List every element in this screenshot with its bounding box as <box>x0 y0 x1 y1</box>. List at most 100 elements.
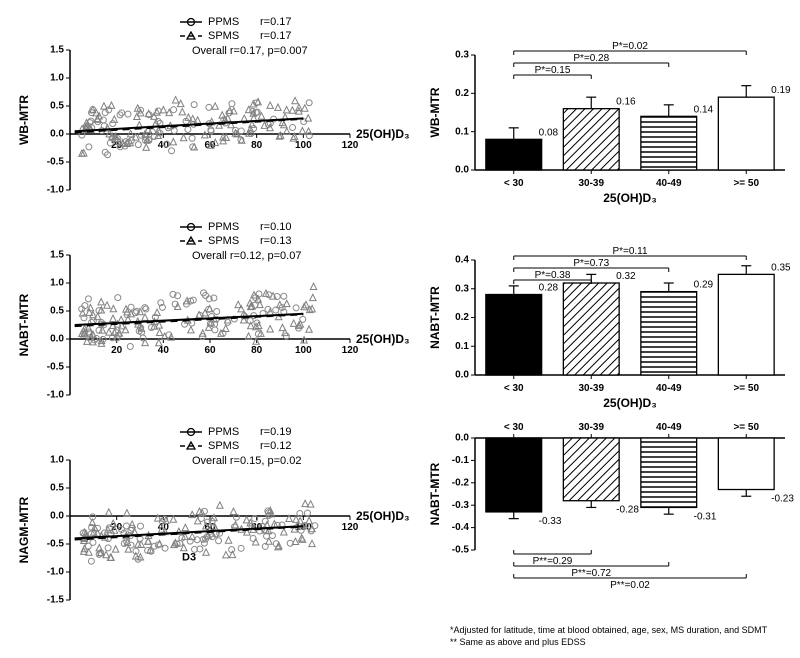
svg-text:1.0: 1.0 <box>50 455 64 466</box>
svg-text:0.0: 0.0 <box>455 433 469 444</box>
svg-text:30-39: 30-39 <box>578 178 604 189</box>
svg-text:0.2: 0.2 <box>455 88 469 99</box>
svg-text:P**=0.72: P**=0.72 <box>571 568 611 579</box>
figure-grid: -1.0 -0.5 0.0 0.5 1.0 1.5 20 40 60 80 100 120 WB-MTR… <box>10 10 790 648</box>
svg-text:30-39: 30-39 <box>578 422 604 433</box>
svg-text:0.0: 0.0 <box>50 334 64 345</box>
svg-text:-0.5: -0.5 <box>47 539 65 550</box>
svg-text:r=0.12: r=0.12 <box>260 440 292 452</box>
svg-text:40-49: 40-49 <box>656 383 682 394</box>
svg-text:0.2: 0.2 <box>455 312 469 323</box>
footnote: *Adjusted for latitude, time at blood ob… <box>420 625 800 648</box>
bar-panel-wb-mtr: 0.00.10.20.3WB-MTR0.08< 300.1630-390.144… <box>420 10 800 210</box>
svg-text:0.32: 0.32 <box>616 271 636 282</box>
svg-text:0.0: 0.0 <box>455 370 469 381</box>
bar-panel-nabt-mtr: 0.0 0.1 0.2 0.3 0.4 NABT-MTR 0.28 < 30 0.32 30-39… <box>420 215 800 415</box>
svg-text:0.3: 0.3 <box>455 283 469 294</box>
svg-text:P*=0.28: P*=0.28 <box>573 53 609 64</box>
svg-text:0.5: 0.5 <box>50 101 64 112</box>
scatter-panel-nagm-mtr: -1.5-1.0-0.50.00.51.020406080100120NAGM-… <box>10 420 410 620</box>
svg-text:0.0: 0.0 <box>50 129 64 140</box>
svg-text:0.08: 0.08 <box>539 127 559 138</box>
svg-text:1.0: 1.0 <box>50 278 64 289</box>
svg-text:100: 100 <box>295 345 312 356</box>
svg-text:r=0.17: r=0.17 <box>260 30 292 42</box>
footnote-line2: ** Same as above and plus EDSS <box>450 637 586 647</box>
svg-text:NABT-MTR: NABT-MTR <box>428 462 442 525</box>
svg-text:P*=0.15: P*=0.15 <box>535 65 571 76</box>
svg-text:20: 20 <box>111 345 123 356</box>
svg-text:25(OH)D₃: 25(OH)D₃ <box>356 127 410 141</box>
scatter-panel-wb-mtr: -1.0-0.50.00.51.01.520406080100120WB-MTR… <box>10 10 410 210</box>
svg-text:r=0.19: r=0.19 <box>260 426 292 438</box>
svg-text:D3: D3 <box>182 551 196 563</box>
svg-text:-1.0: -1.0 <box>47 185 65 196</box>
scatter-panel-nabt-mtr: -1.0-0.50.00.51.01.520406080100120NABT-M… <box>10 215 410 415</box>
svg-text:< 30: < 30 <box>504 383 524 394</box>
svg-text:-0.31: -0.31 <box>694 511 717 522</box>
svg-text:-0.3: -0.3 <box>452 500 470 511</box>
svg-text:25(OH)D₃: 25(OH)D₃ <box>603 191 657 205</box>
svg-text:100: 100 <box>295 140 312 151</box>
svg-text:>= 50: >= 50 <box>733 383 759 394</box>
svg-text:120: 120 <box>342 345 359 356</box>
svg-text:0.0: 0.0 <box>50 511 64 522</box>
svg-text:WB-MTR: WB-MTR <box>17 95 31 145</box>
svg-text:P*=0.73: P*=0.73 <box>573 258 609 269</box>
svg-text:120: 120 <box>342 140 359 151</box>
svg-text:30-39: 30-39 <box>578 383 604 394</box>
svg-text:< 30: < 30 <box>504 178 524 189</box>
svg-text:P*=0.02: P*=0.02 <box>612 41 648 52</box>
svg-text:NABT-MTR: NABT-MTR <box>17 293 31 356</box>
svg-text:Overall r=0.17, p=0.007: Overall r=0.17, p=0.007 <box>192 45 308 57</box>
svg-text:-0.5: -0.5 <box>452 545 470 556</box>
svg-text:-0.5: -0.5 <box>47 362 65 373</box>
svg-text:-0.28: -0.28 <box>616 505 639 516</box>
svg-text:r=0.10: r=0.10 <box>260 221 292 233</box>
svg-text:80: 80 <box>251 140 263 151</box>
svg-text:PPMS: PPMS <box>208 221 239 233</box>
svg-text:40: 40 <box>158 345 170 356</box>
svg-text:0.1: 0.1 <box>455 341 469 352</box>
svg-text:0.4: 0.4 <box>455 255 469 266</box>
svg-text:P*=0.11: P*=0.11 <box>612 246 648 257</box>
svg-text:-0.4: -0.4 <box>452 522 470 533</box>
svg-text:SPMS: SPMS <box>208 235 239 247</box>
svg-text:-0.2: -0.2 <box>452 477 470 488</box>
svg-text:1.5: 1.5 <box>50 45 64 56</box>
svg-text:SPMS: SPMS <box>208 30 239 42</box>
svg-text:0.19: 0.19 <box>771 85 791 96</box>
bar-panel-negative: -0.5-0.4-0.3-0.2-0.10.0NABT-MTR-0.33< 30… <box>420 420 800 620</box>
svg-text:P**=0.02: P**=0.02 <box>610 580 650 591</box>
svg-text:40-49: 40-49 <box>656 422 682 433</box>
svg-text:P*=0.38: P*=0.38 <box>535 270 571 281</box>
svg-text:0.3: 0.3 <box>455 50 469 61</box>
svg-text:0.14: 0.14 <box>694 104 714 115</box>
svg-text:SPMS: SPMS <box>208 440 239 452</box>
svg-text:PPMS: PPMS <box>208 426 239 438</box>
svg-text:25(OH)D₃: 25(OH)D₃ <box>603 396 657 410</box>
svg-text:>= 50: >= 50 <box>733 178 759 189</box>
svg-text:PPMS: PPMS <box>208 16 239 28</box>
svg-text:-1.0: -1.0 <box>47 567 65 578</box>
svg-text:-0.5: -0.5 <box>47 157 65 168</box>
svg-text:80: 80 <box>251 345 263 356</box>
svg-text:Overall r=0.12, p=0.07: Overall r=0.12, p=0.07 <box>192 250 301 262</box>
svg-text:P**=0.29: P**=0.29 <box>533 556 573 567</box>
svg-text:60: 60 <box>204 345 216 356</box>
svg-text:40-49: 40-49 <box>656 178 682 189</box>
svg-text:0.16: 0.16 <box>616 97 636 108</box>
svg-text:-0.23: -0.23 <box>771 494 794 505</box>
svg-text:0.28: 0.28 <box>539 283 559 294</box>
svg-text:NABT-MTR: NABT-MTR <box>428 286 442 349</box>
svg-text:0.35: 0.35 <box>771 262 791 273</box>
svg-text:>= 50: >= 50 <box>733 422 759 433</box>
svg-text:1.5: 1.5 <box>50 250 64 261</box>
svg-text:0.29: 0.29 <box>694 280 714 291</box>
svg-text:120: 120 <box>342 522 359 533</box>
svg-text:0.5: 0.5 <box>50 483 64 494</box>
svg-text:Overall r=0.15, p=0.02: Overall r=0.15, p=0.02 <box>192 455 301 467</box>
svg-text:0.5: 0.5 <box>50 306 64 317</box>
svg-text:-0.33: -0.33 <box>539 516 562 527</box>
svg-text:-0.1: -0.1 <box>452 455 470 466</box>
